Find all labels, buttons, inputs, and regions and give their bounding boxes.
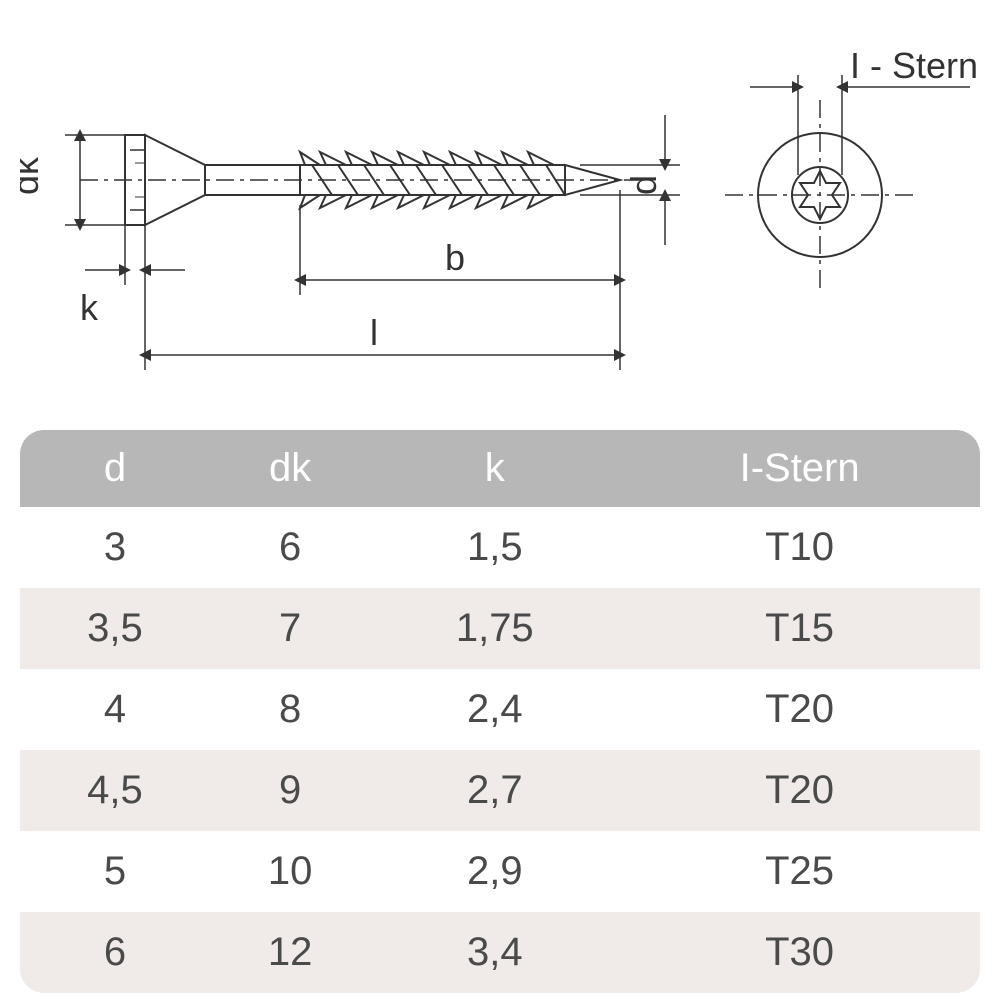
- col-dk: dk: [210, 430, 370, 507]
- label-d: d: [623, 175, 664, 195]
- spec-table-container: d dk k I-Stern 3 6 1,5 T10 3,5 7 1,75 T1: [20, 430, 980, 993]
- col-k: k: [370, 430, 619, 507]
- label-dk: dk: [20, 156, 46, 195]
- label-istern: I - Stern: [850, 45, 978, 86]
- label-b: b: [445, 237, 465, 278]
- technical-drawing: dk k b l d: [20, 30, 980, 410]
- table-row: 5 10 2,9 T25: [20, 831, 980, 912]
- table-row: 4,5 9 2,7 T20: [20, 750, 980, 831]
- table-row: 3 6 1,5 T10: [20, 507, 980, 588]
- spec-table: d dk k I-Stern 3 6 1,5 T10 3,5 7 1,75 T1: [20, 430, 980, 993]
- drawing-svg: dk k b l d: [20, 30, 980, 410]
- col-d: d: [20, 430, 210, 507]
- table-row: 4 8 2,4 T20: [20, 669, 980, 750]
- table-header-row: d dk k I-Stern: [20, 430, 980, 507]
- label-l: l: [370, 312, 378, 353]
- label-k: k: [80, 287, 99, 328]
- col-istern: I-Stern: [619, 430, 980, 507]
- table-row: 3,5 7 1,75 T15: [20, 588, 980, 669]
- table-row: 6 12 3,4 T30: [20, 912, 980, 993]
- page: dk k b l d: [0, 0, 1000, 1000]
